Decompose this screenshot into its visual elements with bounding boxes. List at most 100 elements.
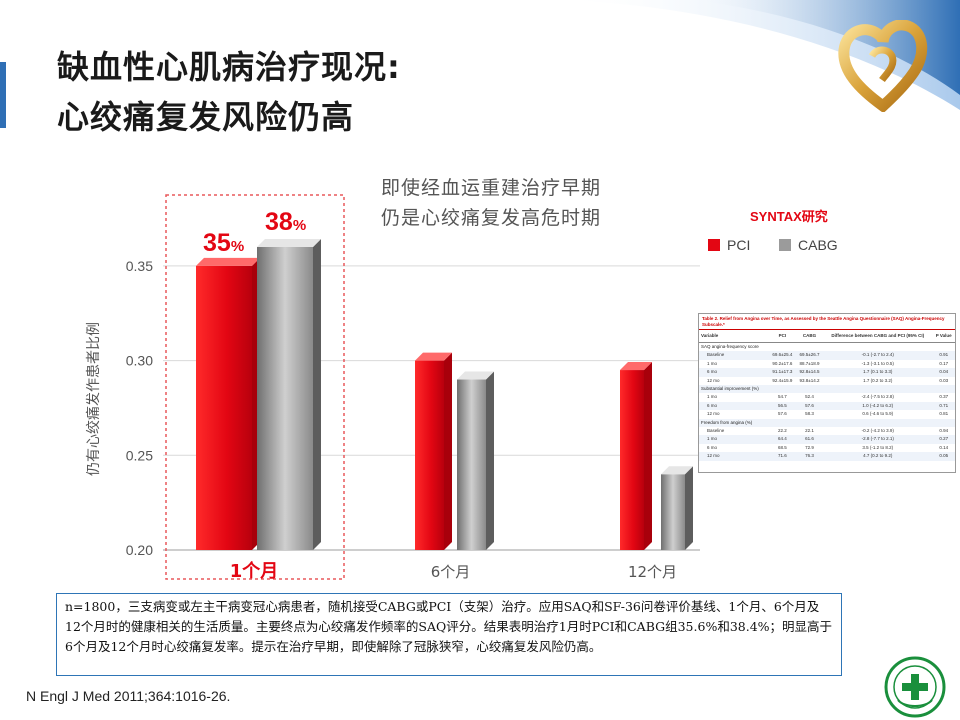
study-note: n=1800，三支病变或左主干病变冠心病患者，随机接受CABG或PCI（支架）治… bbox=[56, 593, 842, 676]
inset-cell: -2.8 (-7.7 to 2.1) bbox=[823, 435, 933, 444]
inset-cell: 71.6 bbox=[768, 452, 796, 461]
inset-table-row: 1 mo 54.7 52.4 -2.4 (-7.5 to 2.8) 0.37 bbox=[699, 393, 955, 401]
data-label-pct: % bbox=[293, 217, 306, 234]
y-tick-label: 0.35 bbox=[126, 258, 153, 274]
inset-cell: 61.6 bbox=[795, 435, 824, 444]
inset-cell: 76.3 bbox=[795, 452, 824, 461]
inset-cell: 12 mo bbox=[699, 452, 769, 461]
y-tick-label: 0.30 bbox=[126, 353, 153, 369]
inset-cell: 0.04 bbox=[932, 368, 955, 377]
legend-swatch-pci bbox=[708, 239, 720, 251]
inset-cell: 57.6 bbox=[778, 411, 787, 417]
inset-cell: 1 mo bbox=[699, 435, 769, 444]
bar-top bbox=[661, 466, 693, 475]
inset-cell: 6 mo bbox=[707, 444, 718, 450]
inset-cell: 0.27 bbox=[932, 435, 955, 444]
inset-table-row: Substantial improvement (%) bbox=[699, 385, 955, 394]
subtitle-line-2: 仍是心绞痛复发高危时期 bbox=[381, 207, 602, 229]
inset-table-row: 6 mo 91.1±17.3 92.8±14.5 1.7 (0.1 to 3.3) 0.… bbox=[699, 368, 955, 377]
inset-cell: 22.1 bbox=[805, 428, 814, 434]
inset-cell bbox=[795, 385, 824, 394]
inset-cell: 0.81 bbox=[939, 411, 949, 417]
inset-cell: 3.5 (-1.2 to 8.2) bbox=[862, 444, 894, 450]
inset-cell bbox=[796, 343, 823, 352]
inset-cell: -1.3 (-3.1 to 0.5) bbox=[861, 360, 894, 366]
bar-front bbox=[257, 246, 313, 551]
x-tick-label: 1个月 bbox=[230, 560, 279, 582]
bar-front bbox=[620, 370, 644, 550]
inset-cell: -0.1 (-2.7 to 2.4) bbox=[823, 351, 933, 360]
inset-cell: 64.4 bbox=[768, 435, 796, 444]
bar-front bbox=[415, 360, 444, 550]
inset-cell: 52.4 bbox=[805, 394, 814, 400]
inset-header-cell: P Value bbox=[932, 330, 955, 343]
inset-cell: 56.5 bbox=[768, 401, 796, 411]
inset-table-row: 12 mo 71.6 76.3 4.7 (0.2 to 9.2) 0.05 bbox=[699, 452, 955, 461]
bar-top bbox=[620, 362, 652, 371]
data-label-cabg-1-month: 38% bbox=[265, 208, 306, 236]
inset-cell: 4.7 (0.2 to 9.2) bbox=[823, 452, 933, 461]
x-tick-label: 6个月 bbox=[431, 563, 471, 581]
inset-table-row: 1 mo 90.2±17.6 88.7±18.9 -1.3 (-3.1 to 0.5)… bbox=[699, 360, 955, 368]
inset-cell: 1 mo bbox=[707, 394, 718, 400]
inset-cell: 0.71 bbox=[932, 401, 955, 411]
bar-side bbox=[644, 362, 652, 550]
inset-cell: 6 mo bbox=[699, 368, 769, 377]
inset-cell: -2.4 (-7.5 to 2.8) bbox=[861, 394, 894, 400]
inset-cell bbox=[932, 343, 955, 352]
y-tick-label: 0.20 bbox=[126, 542, 153, 558]
inset-cell: 0.05 bbox=[932, 452, 955, 461]
inset-cell: 57.6 bbox=[795, 401, 824, 411]
inset-table-title: Table 2. Relief from Angina over Time, a… bbox=[699, 314, 955, 330]
bar-cabg-3 bbox=[661, 466, 693, 550]
inset-cell: 0.17 bbox=[939, 360, 949, 366]
inset-cell: 72.9 bbox=[805, 444, 814, 450]
bar-cabg-2 bbox=[457, 371, 494, 550]
bar-pci-1 bbox=[196, 257, 260, 550]
inset-cell: 69.5±26.7 bbox=[795, 351, 824, 360]
inset-header-cell: CABG bbox=[795, 330, 824, 343]
inset-table-row: 12 mo 57.6 58.3 0.6 (-4.6 to 5.9) 0.81 bbox=[699, 410, 955, 418]
inset-cell bbox=[768, 418, 796, 428]
legend-label-cabg: CABG bbox=[798, 237, 838, 253]
inset-cell: 90.2±17.6 bbox=[772, 360, 793, 366]
inset-results-table: Table 2. Relief from Angina over Time, a… bbox=[698, 313, 956, 473]
inset-table-row: 1 mo 64.4 61.6 -2.8 (-7.7 to 2.1) 0.27 bbox=[699, 435, 955, 444]
inset-cell: Freedom from angina (%) bbox=[699, 418, 769, 428]
inset-cell: 6 mo bbox=[699, 401, 769, 411]
legend-label-pci: PCI bbox=[727, 237, 751, 253]
inset-header-cell: PCI bbox=[768, 330, 796, 343]
bar-side bbox=[313, 238, 321, 551]
inset-cell: 54.7 bbox=[778, 394, 787, 400]
highlight-box-1-month bbox=[165, 194, 345, 580]
inset-cell: -0.2 (-4.2 to 3.9) bbox=[861, 428, 894, 434]
bar-front bbox=[196, 265, 252, 550]
inset-cell: 1.7 (0.2 to 3.2) bbox=[863, 377, 893, 383]
inset-table-row: SAQ angina-frequency score bbox=[699, 343, 955, 352]
subtitle-line-1: 即使经血运重建治疗早期 bbox=[381, 177, 602, 199]
inset-cell: 91.1±17.3 bbox=[768, 368, 796, 377]
inset-cell bbox=[795, 418, 824, 428]
inset-cell: 1.0 (-4.2 to 6.2) bbox=[823, 401, 933, 411]
inset-cell: 92.8±14.5 bbox=[795, 368, 824, 377]
inset-table-row: 12 mo 92.4±15.9 93.8±14.2 1.7 (0.2 to 3.2) 0… bbox=[699, 377, 955, 385]
legend-swatch-cabg bbox=[779, 239, 791, 251]
inset-cell: Substantial improvement (%) bbox=[699, 385, 769, 394]
inset-cell: 68.5 bbox=[778, 444, 787, 450]
inset-cell: 0.94 bbox=[939, 428, 949, 434]
bar-top bbox=[196, 257, 260, 266]
inset-cell: 58.3 bbox=[805, 411, 814, 417]
data-label-pct: % bbox=[231, 238, 244, 255]
inset-cell: 0.91 bbox=[932, 351, 955, 360]
x-tick-label: 12个月 bbox=[628, 563, 677, 581]
inset-cell: 92.4±15.9 bbox=[772, 377, 793, 383]
bar-front bbox=[661, 474, 685, 550]
bar-top bbox=[457, 371, 494, 380]
inset-cell bbox=[768, 385, 796, 394]
data-label-pci-1-month: 35% bbox=[203, 229, 244, 257]
inset-cell: 1.7 (0.1 to 3.3) bbox=[823, 368, 933, 377]
title-line-2: 心绞痛复发风险仍高 bbox=[57, 98, 355, 136]
bar-front bbox=[457, 379, 486, 550]
